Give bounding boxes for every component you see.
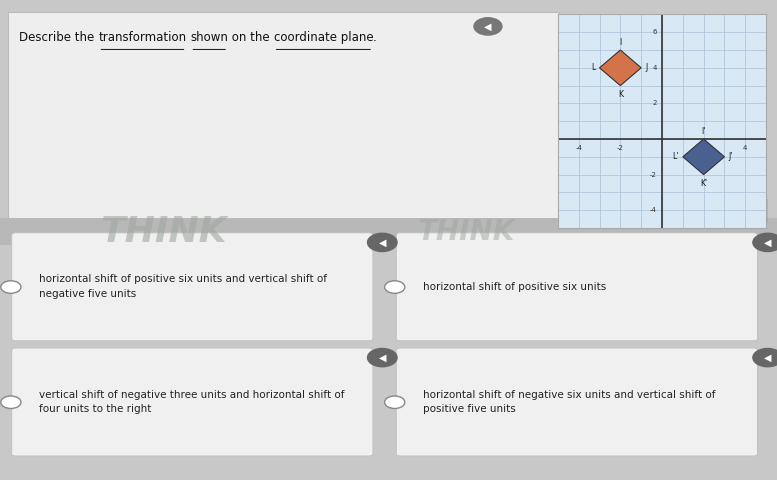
Text: K: K bbox=[618, 89, 623, 98]
FancyBboxPatch shape bbox=[660, 198, 715, 224]
Text: horizontal shift of negative six units and vertical shift of
positive five units: horizontal shift of negative six units a… bbox=[423, 390, 716, 414]
Text: THINK: THINK bbox=[100, 215, 226, 249]
Text: ◀: ◀ bbox=[378, 238, 386, 247]
Circle shape bbox=[385, 396, 405, 408]
Text: K': K' bbox=[700, 179, 707, 188]
Text: L': L' bbox=[673, 152, 679, 161]
Text: THINK: THINK bbox=[417, 218, 515, 246]
Text: -2: -2 bbox=[617, 145, 624, 151]
Text: ◀: ◀ bbox=[764, 353, 772, 362]
Circle shape bbox=[1, 281, 21, 293]
Text: 6: 6 bbox=[653, 29, 657, 35]
Text: horizontal shift of positive six units: horizontal shift of positive six units bbox=[423, 282, 607, 292]
Text: -4: -4 bbox=[650, 207, 657, 213]
Text: vertical shift of negative three units and horizontal shift of
four units to the: vertical shift of negative three units a… bbox=[39, 390, 344, 414]
Circle shape bbox=[368, 233, 397, 252]
Circle shape bbox=[1, 396, 21, 408]
Text: ◀: ◀ bbox=[484, 22, 492, 31]
FancyBboxPatch shape bbox=[712, 198, 767, 224]
FancyBboxPatch shape bbox=[0, 218, 777, 245]
Text: transformation: transformation bbox=[99, 31, 186, 44]
Text: J': J' bbox=[728, 152, 733, 161]
Text: CHECK: CHECK bbox=[723, 207, 755, 216]
Text: ◀: ◀ bbox=[378, 353, 386, 362]
FancyBboxPatch shape bbox=[396, 233, 758, 341]
Text: -4: -4 bbox=[575, 145, 582, 151]
Text: -2: -2 bbox=[650, 172, 657, 178]
Text: horizontal shift of positive six units and vertical shift of
negative five units: horizontal shift of positive six units a… bbox=[39, 275, 327, 299]
Polygon shape bbox=[683, 139, 724, 175]
Text: 2: 2 bbox=[702, 145, 706, 151]
Text: Describe the: Describe the bbox=[19, 31, 99, 44]
Text: L: L bbox=[591, 63, 596, 72]
Circle shape bbox=[753, 233, 777, 252]
Circle shape bbox=[385, 281, 405, 293]
Text: I: I bbox=[619, 38, 622, 48]
Circle shape bbox=[368, 348, 397, 367]
Text: CLEAR: CLEAR bbox=[672, 207, 702, 216]
FancyBboxPatch shape bbox=[12, 233, 373, 341]
Text: I': I' bbox=[702, 127, 706, 136]
Text: coordinate plane: coordinate plane bbox=[274, 31, 373, 44]
FancyBboxPatch shape bbox=[8, 12, 559, 230]
Text: 4: 4 bbox=[653, 65, 657, 71]
FancyBboxPatch shape bbox=[12, 348, 373, 456]
Text: on the: on the bbox=[228, 31, 274, 44]
Polygon shape bbox=[600, 50, 641, 85]
FancyBboxPatch shape bbox=[396, 348, 758, 456]
Circle shape bbox=[474, 18, 502, 35]
Text: ◀: ◀ bbox=[764, 238, 772, 247]
Text: 4: 4 bbox=[743, 145, 747, 151]
Circle shape bbox=[753, 348, 777, 367]
Text: .: . bbox=[373, 31, 377, 44]
Text: J: J bbox=[645, 63, 647, 72]
Text: 2: 2 bbox=[653, 100, 657, 107]
Text: shown: shown bbox=[190, 31, 228, 44]
